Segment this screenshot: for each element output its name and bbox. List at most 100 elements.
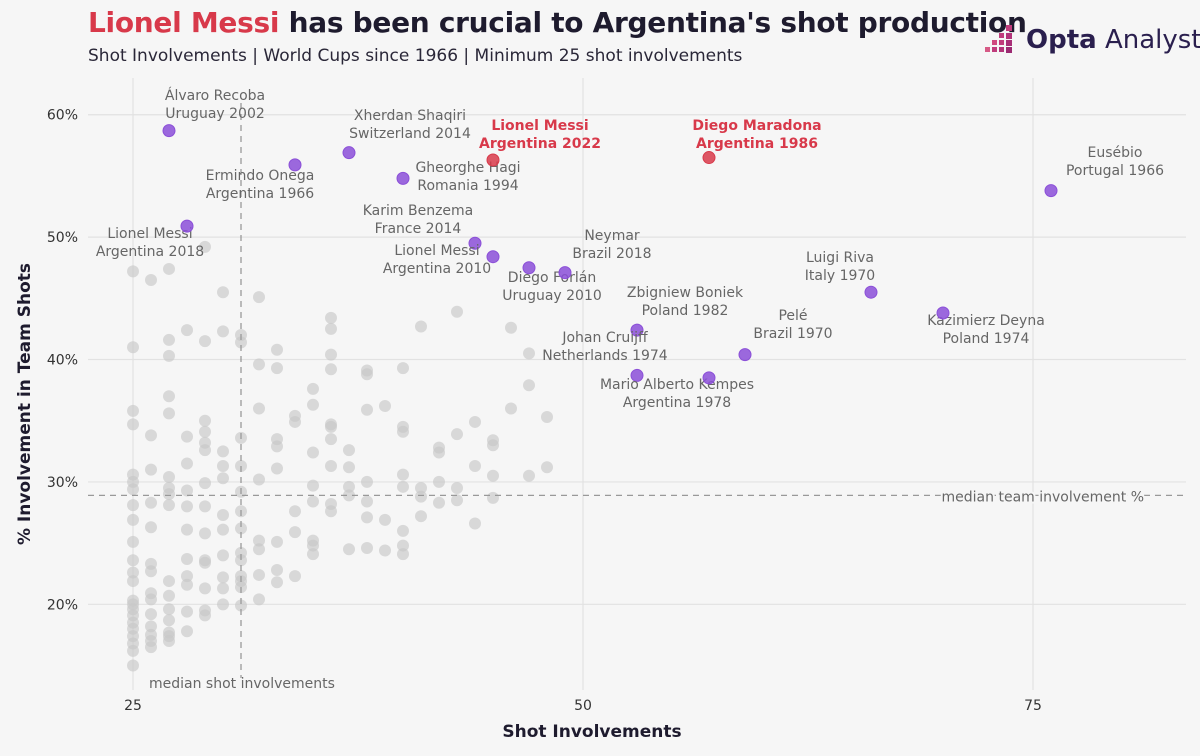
opta-logo-icon [985,25,1012,53]
data-point [163,635,175,648]
point-label-edition: Brazil 1970 [753,326,832,342]
data-point [145,496,157,509]
data-point [199,444,211,457]
featured-point [486,250,500,264]
data-point [271,535,283,548]
chart-subtitle: Shot Involvements | World Cups since 196… [88,46,743,66]
featured-point [702,371,716,385]
data-point [325,420,337,433]
data-point [469,460,481,473]
data-point [361,475,373,488]
data-point [199,582,211,595]
x-tick-label: 25 [124,698,142,714]
data-point [127,566,139,579]
data-point [397,539,409,552]
data-point [253,291,265,304]
point-label-edition: Argentina 2010 [383,261,491,277]
data-point [415,482,427,495]
data-point [343,543,355,556]
data-point [487,469,499,482]
data-point [307,495,319,508]
point-label-name: Neymar [584,228,640,244]
point-label-edition: Portugal 1966 [1066,163,1164,179]
featured-point [630,323,644,337]
data-point [235,554,247,567]
point-label-name: Diego Maradona [692,118,821,134]
data-point [307,548,319,561]
featured-point [342,146,356,160]
data-point [361,542,373,555]
chart-title: Lionel Messi has been crucial to Argenti… [88,6,1027,39]
data-point [127,404,139,417]
brand-name: Opta Analyst [1026,25,1200,55]
data-point [181,484,193,497]
data-point [163,499,175,512]
title-highlight: Lionel Messi [88,6,280,39]
data-point [127,513,139,526]
median-shot-label: median shot involvements [149,676,335,692]
data-point [163,471,175,484]
point-label-edition: Netherlands 1974 [542,348,668,364]
point-label-name: Zbigniew Boniek [627,285,744,301]
point-label-edition: Uruguay 2010 [502,288,602,304]
point-label-name: Kazimierz Deyna [927,313,1045,329]
point-label-edition: Italy 1970 [805,268,875,284]
data-point [163,575,175,588]
data-point [271,462,283,475]
brand-name-light: Analyst [1096,25,1200,55]
point-label-edition: Uruguay 2002 [165,106,265,122]
data-point [361,495,373,508]
point-label-name: Lionel Messi [394,243,479,259]
data-point [253,473,265,486]
point-label-edition: France 2014 [375,221,462,237]
data-point [145,273,157,286]
data-point [289,415,301,428]
data-point [451,494,463,507]
data-point [325,460,337,473]
x-tick-label: 75 [1024,698,1042,714]
data-point [379,400,391,413]
data-point [415,490,427,503]
x-tick-label: 50 [574,698,592,714]
x-axis-title: Shot Involvements [502,722,681,742]
y-tick-label: 60% [47,108,78,124]
data-point [235,522,247,535]
data-point [199,500,211,513]
data-point [145,429,157,442]
point-label-name: Mario Alberto Kempes [600,377,754,393]
data-point [325,348,337,361]
data-point [199,609,211,622]
data-point [217,325,229,338]
data-point [199,425,211,438]
data-point [307,398,319,411]
data-point [253,358,265,371]
data-point [271,343,283,356]
data-point [163,390,175,403]
data-point [253,402,265,415]
data-point [343,444,355,457]
data-point [145,608,157,621]
data-point [271,440,283,453]
data-point [325,311,337,324]
highlighted-point [486,153,500,167]
title-rest: has been crucial to Argentina's shot pro… [279,6,1027,39]
data-point [217,460,229,473]
point-label-name: Lionel Messi [107,226,192,242]
data-point [181,553,193,566]
y-tick-label: 50% [47,230,78,246]
data-point [163,333,175,346]
data-point [127,575,139,588]
point-label-edition: Argentina 2022 [479,136,601,152]
point-label-name: Karim Benzema [363,203,474,219]
data-point [235,336,247,349]
data-point [505,402,517,415]
data-point [145,641,157,654]
data-point [415,510,427,523]
data-point [307,479,319,492]
data-point [127,499,139,512]
data-point [163,614,175,627]
y-tick-label: 30% [47,475,78,491]
data-point [469,415,481,428]
data-point [199,477,211,490]
data-point [379,544,391,557]
